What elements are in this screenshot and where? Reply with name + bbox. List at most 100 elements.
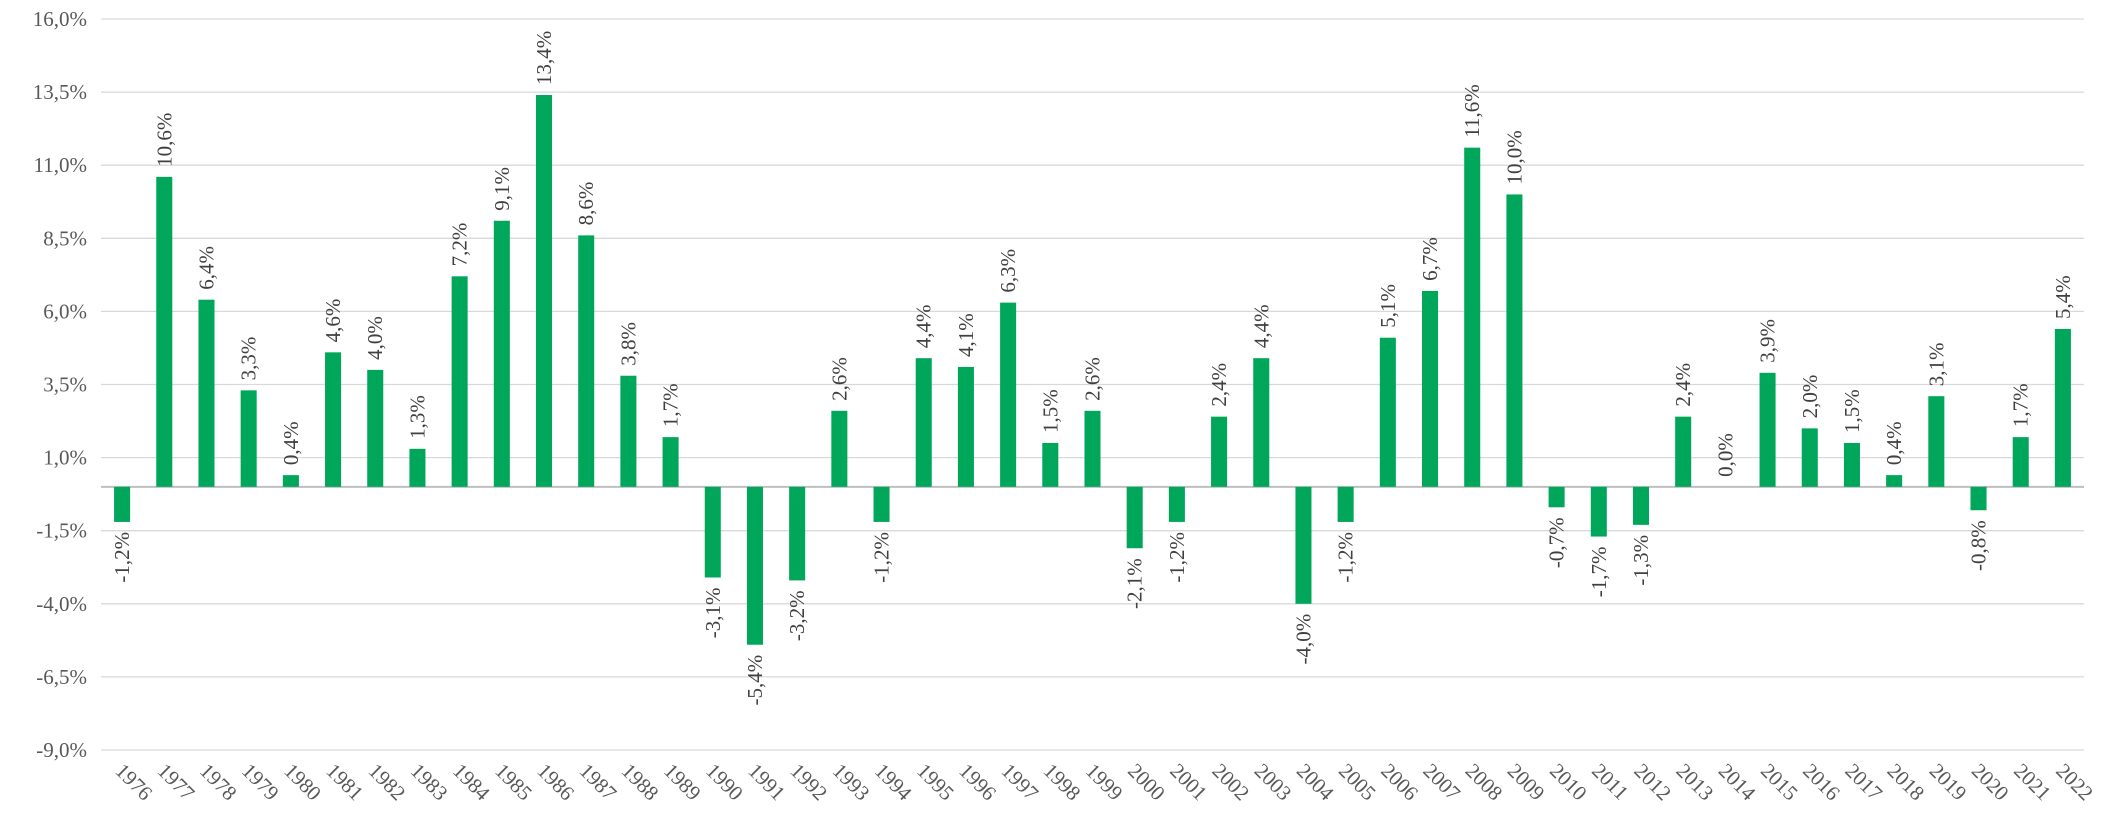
x-tick-label: 2007 bbox=[1418, 759, 1465, 806]
x-tick-label: 2010 bbox=[1545, 759, 1592, 806]
x-tick-label: 1996 bbox=[954, 759, 1001, 806]
value-label: 3,8% bbox=[616, 322, 640, 366]
bar bbox=[1168, 486, 1185, 522]
bar bbox=[1886, 475, 1903, 487]
x-tick-label: 2006 bbox=[1376, 759, 1423, 806]
x-tick-label: 1986 bbox=[532, 759, 579, 806]
bar bbox=[1632, 486, 1650, 525]
bar bbox=[240, 390, 257, 487]
bar bbox=[789, 486, 806, 581]
bar bbox=[1970, 486, 1987, 511]
value-label: 10,6% bbox=[152, 113, 176, 167]
x-tick-label: 1988 bbox=[617, 759, 664, 806]
x-tick-label: 2005 bbox=[1334, 759, 1381, 806]
bar bbox=[915, 358, 932, 487]
bar bbox=[1000, 302, 1017, 487]
bar bbox=[1084, 410, 1101, 487]
value-label: 11,6% bbox=[1460, 84, 1484, 137]
x-tick-label: 2012 bbox=[1629, 759, 1676, 806]
bar bbox=[198, 299, 215, 487]
x-tick-label: 2009 bbox=[1503, 759, 1550, 806]
bar bbox=[451, 276, 468, 487]
value-label: 8,6% bbox=[574, 182, 598, 226]
y-tick-label: -4,0% bbox=[36, 592, 87, 616]
x-tick-label: 1994 bbox=[870, 759, 917, 806]
x-tick-label: 1991 bbox=[743, 759, 790, 806]
bar bbox=[2054, 328, 2071, 487]
x-tick-label: 1984 bbox=[448, 759, 495, 806]
value-label: -4,0% bbox=[1291, 614, 1315, 665]
bar bbox=[620, 375, 637, 487]
bar bbox=[1126, 486, 1143, 549]
x-tick-label: 2013 bbox=[1672, 759, 1719, 806]
value-label: -1,3% bbox=[1629, 535, 1653, 586]
x-tick-label: 2020 bbox=[1967, 759, 2014, 806]
value-label: 3,3% bbox=[237, 337, 261, 381]
value-label: 2,4% bbox=[1207, 363, 1231, 407]
value-label: 2,6% bbox=[1081, 357, 1105, 401]
x-tick-label: 1980 bbox=[279, 759, 326, 806]
bar bbox=[1843, 442, 1860, 487]
bar bbox=[535, 95, 553, 487]
x-tick-label: 1977 bbox=[153, 759, 200, 806]
x-tick-label: 1987 bbox=[575, 759, 622, 806]
y-tick-label: 16,0% bbox=[33, 7, 87, 31]
value-label: 1,7% bbox=[2009, 383, 2033, 427]
value-label: -1,2% bbox=[1334, 532, 1358, 583]
bar bbox=[1295, 486, 1312, 604]
value-label: -1,2% bbox=[870, 532, 894, 583]
bar bbox=[367, 369, 384, 487]
value-label: -3,2% bbox=[785, 590, 809, 641]
x-tick-label: 2004 bbox=[1292, 759, 1339, 806]
value-label: 5,1% bbox=[1376, 284, 1400, 328]
value-label: 7,2% bbox=[448, 223, 472, 267]
x-tick-label: 2002 bbox=[1208, 759, 1255, 806]
value-label: -1,7% bbox=[1587, 547, 1611, 598]
bar bbox=[1379, 337, 1396, 487]
x-tick-label: 2014 bbox=[1714, 759, 1761, 806]
value-label: 4,1% bbox=[954, 313, 978, 357]
x-tick-label: 1982 bbox=[364, 759, 411, 806]
value-label: 3,9% bbox=[1756, 319, 1780, 363]
bar bbox=[1675, 416, 1692, 487]
y-tick-label: -9,0% bbox=[36, 738, 87, 762]
value-label: 2,6% bbox=[827, 357, 851, 401]
x-tick-label: 1983 bbox=[406, 759, 453, 806]
value-label: -0,7% bbox=[1545, 517, 1569, 568]
value-label: 5,4% bbox=[2051, 275, 2075, 319]
value-label: 0,4% bbox=[1882, 421, 1906, 465]
y-tick-label: 8,5% bbox=[43, 226, 87, 250]
value-label: -2,1% bbox=[1123, 558, 1147, 609]
bar bbox=[409, 448, 426, 487]
x-tick-label: 1979 bbox=[237, 759, 284, 806]
bar bbox=[1042, 442, 1059, 487]
bar bbox=[1759, 372, 1776, 487]
bar bbox=[2012, 437, 2029, 487]
y-tick-label: 13,5% bbox=[33, 80, 87, 104]
x-tick-label: 1981 bbox=[322, 759, 369, 806]
value-label: 4,6% bbox=[321, 299, 345, 343]
bar bbox=[704, 486, 721, 578]
x-tick-label: 2008 bbox=[1461, 759, 1508, 806]
value-label: 2,4% bbox=[1671, 363, 1695, 407]
value-label: -3,1% bbox=[701, 587, 725, 638]
value-label: -1,2% bbox=[1165, 532, 1189, 583]
value-label: 3,1% bbox=[1924, 342, 1948, 386]
x-tick-label: 1992 bbox=[786, 759, 833, 806]
x-tick-label: 1976 bbox=[111, 759, 158, 806]
x-tick-label: 1999 bbox=[1081, 759, 1128, 806]
value-label: 6,4% bbox=[194, 246, 218, 290]
bar bbox=[873, 486, 890, 522]
value-label: -5,4% bbox=[743, 655, 767, 706]
x-tick-label: 2022 bbox=[2051, 759, 2098, 806]
x-tick-label: 1998 bbox=[1039, 759, 1086, 806]
x-tick-label: 2017 bbox=[1840, 759, 1887, 806]
x-tick-label: 1990 bbox=[701, 759, 748, 806]
bar bbox=[1590, 486, 1607, 537]
x-tick-label: 1997 bbox=[997, 759, 1044, 806]
bar bbox=[1928, 396, 1945, 487]
bar bbox=[156, 176, 173, 487]
x-tick-label: 1978 bbox=[195, 759, 242, 806]
x-tick-label: 1985 bbox=[490, 759, 537, 806]
